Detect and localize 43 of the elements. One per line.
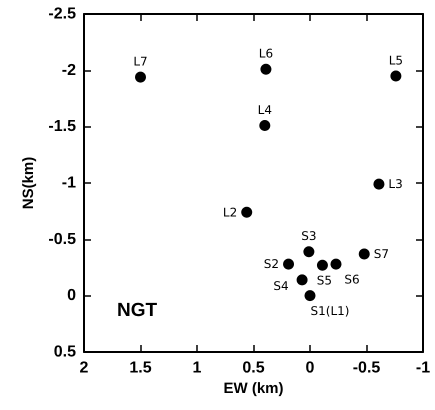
point	[330, 258, 342, 270]
data-label: L6	[258, 46, 274, 61]
data-label: L5	[388, 53, 404, 68]
point	[259, 120, 270, 132]
point	[390, 70, 402, 82]
y-axis-title: NS(km)	[20, 156, 37, 210]
point	[296, 274, 308, 286]
point	[373, 178, 384, 190]
x-tick-label: 1.5	[129, 360, 152, 376]
data-label: S3	[301, 229, 317, 244]
y-tick-label: -1	[62, 174, 76, 192]
point	[260, 64, 272, 75]
x-tick-label: 0.5	[242, 360, 265, 376]
x-tick-label: -0.5	[352, 360, 380, 376]
y-tick-label: -2.5	[48, 6, 76, 22]
point	[358, 248, 370, 260]
data-label: L7	[133, 54, 148, 69]
data-label: S4	[273, 278, 289, 293]
point	[283, 258, 294, 270]
data-label: L2	[222, 205, 238, 220]
data-label: L3	[388, 177, 403, 192]
y-tick-label: 0.5	[54, 344, 76, 360]
data-label: S2	[264, 257, 280, 272]
point	[135, 72, 146, 83]
point	[303, 246, 314, 258]
data-label: S7	[374, 246, 390, 261]
x-tick-label: 1	[192, 360, 202, 376]
point	[241, 206, 252, 218]
x-tick-label: 0	[306, 360, 315, 376]
y-tick-label: -0.5	[48, 230, 76, 248]
point	[304, 290, 316, 302]
x-axis-title: EW (km)	[224, 380, 284, 397]
y-tick-label: -2	[62, 62, 76, 79]
y-tick-label: 0	[67, 287, 76, 304]
y-tick-label: -1.5	[48, 118, 76, 136]
data-label: S6	[344, 272, 360, 287]
x-tick-label: -1	[416, 360, 430, 376]
data-label: S1(L1)	[310, 304, 350, 318]
data-label: S5	[316, 274, 332, 288]
data-label: L4	[258, 103, 272, 118]
x-tick-label: 2	[80, 360, 89, 376]
point	[316, 260, 328, 271]
annotation: NGT	[117, 300, 158, 321]
